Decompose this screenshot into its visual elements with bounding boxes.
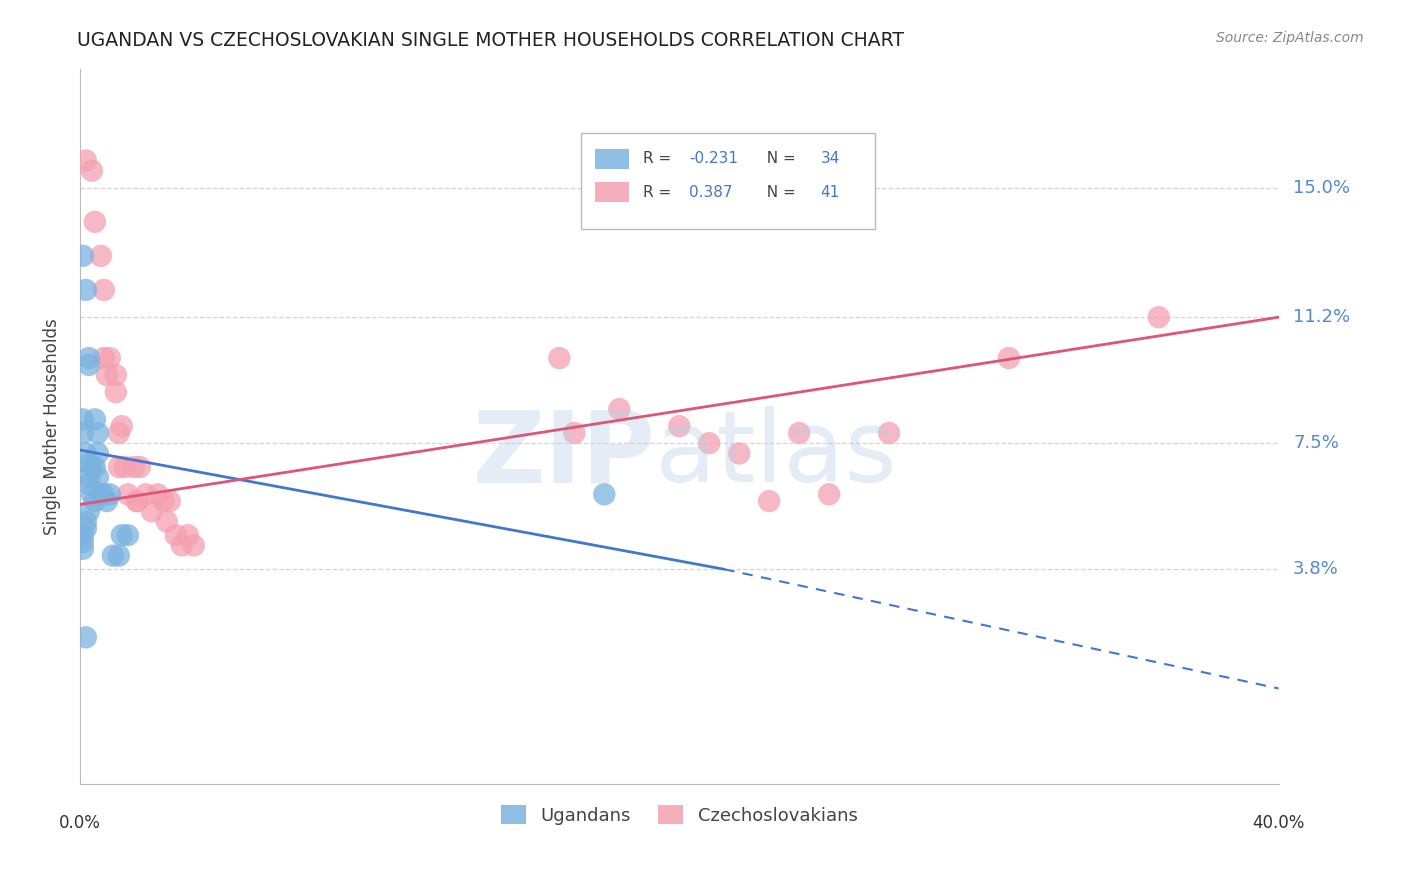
Point	[83, 215, 105, 229]
Point	[152, 494, 174, 508]
Point	[80, 460, 103, 475]
Point	[564, 425, 586, 440]
Text: 15.0%: 15.0%	[1294, 178, 1350, 197]
Text: R =: R =	[644, 151, 676, 166]
Point	[122, 460, 145, 475]
Point	[183, 538, 205, 552]
Point	[72, 541, 94, 556]
Point	[77, 351, 100, 365]
Text: 0.387: 0.387	[689, 185, 733, 200]
Point	[758, 494, 780, 508]
Point	[98, 487, 121, 501]
Point	[607, 402, 630, 417]
Point	[77, 470, 100, 484]
Point	[697, 436, 720, 450]
Text: UGANDAN VS CZECHOSLOVAKIAN SINGLE MOTHER HOUSEHOLDS CORRELATION CHART: UGANDAN VS CZECHOSLOVAKIAN SINGLE MOTHER…	[77, 31, 904, 50]
Point	[75, 631, 97, 645]
Point	[111, 419, 134, 434]
Point	[87, 470, 110, 484]
Point	[877, 425, 900, 440]
Point	[177, 528, 200, 542]
Point	[96, 368, 118, 383]
Point	[96, 494, 118, 508]
Point	[548, 351, 571, 365]
Point	[159, 494, 181, 508]
Point	[170, 538, 193, 552]
Point	[593, 487, 616, 501]
Text: 41: 41	[821, 185, 839, 200]
Point	[93, 487, 115, 501]
Point	[90, 249, 112, 263]
Point	[98, 351, 121, 365]
Point	[72, 528, 94, 542]
Point	[165, 528, 187, 542]
Point	[114, 460, 136, 475]
Point	[80, 163, 103, 178]
Point	[75, 153, 97, 168]
Point	[72, 249, 94, 263]
Text: N =: N =	[758, 151, 801, 166]
Point	[75, 446, 97, 460]
Text: 40.0%: 40.0%	[1253, 814, 1305, 832]
Point	[75, 283, 97, 297]
Point	[93, 351, 115, 365]
Point	[668, 419, 690, 434]
Point	[93, 283, 115, 297]
Point	[83, 460, 105, 475]
Point	[83, 494, 105, 508]
Point	[128, 460, 150, 475]
Text: 7.5%: 7.5%	[1294, 434, 1339, 452]
Text: atlas: atlas	[655, 406, 897, 503]
Point	[77, 504, 100, 518]
Point	[125, 494, 148, 508]
Point	[728, 446, 751, 460]
Point	[83, 412, 105, 426]
Text: ZIP: ZIP	[472, 406, 655, 503]
Point	[90, 487, 112, 501]
Point	[125, 494, 148, 508]
Point	[818, 487, 841, 501]
Point	[75, 521, 97, 535]
Y-axis label: Single Mother Households: Single Mother Households	[44, 318, 60, 534]
Point	[80, 487, 103, 501]
Text: -0.231: -0.231	[689, 151, 738, 166]
Point	[72, 535, 94, 549]
Point	[108, 460, 131, 475]
Point	[135, 487, 157, 501]
Point	[156, 515, 179, 529]
Text: Source: ZipAtlas.com: Source: ZipAtlas.com	[1216, 31, 1364, 45]
Point	[1147, 310, 1170, 325]
Point	[87, 446, 110, 460]
Text: 34: 34	[821, 151, 839, 166]
Text: 11.2%: 11.2%	[1294, 308, 1350, 326]
Point	[998, 351, 1021, 365]
Text: R =: R =	[644, 185, 676, 200]
Point	[108, 425, 131, 440]
FancyBboxPatch shape	[595, 182, 628, 202]
Point	[72, 425, 94, 440]
Point	[72, 412, 94, 426]
FancyBboxPatch shape	[581, 133, 875, 229]
Point	[77, 477, 100, 491]
FancyBboxPatch shape	[595, 149, 628, 169]
Point	[111, 528, 134, 542]
Text: 0.0%: 0.0%	[59, 814, 101, 832]
Point	[117, 487, 139, 501]
Point	[75, 515, 97, 529]
Point	[787, 425, 810, 440]
Point	[146, 487, 169, 501]
Point	[108, 549, 131, 563]
Point	[87, 425, 110, 440]
Point	[104, 368, 127, 383]
Point	[101, 549, 124, 563]
Text: N =: N =	[758, 185, 801, 200]
Point	[77, 457, 100, 471]
Point	[77, 358, 100, 372]
Point	[104, 385, 127, 400]
Legend: Ugandans, Czechoslovakians: Ugandans, Czechoslovakians	[494, 798, 865, 832]
Text: 3.8%: 3.8%	[1294, 560, 1339, 578]
Point	[117, 528, 139, 542]
Point	[141, 504, 163, 518]
